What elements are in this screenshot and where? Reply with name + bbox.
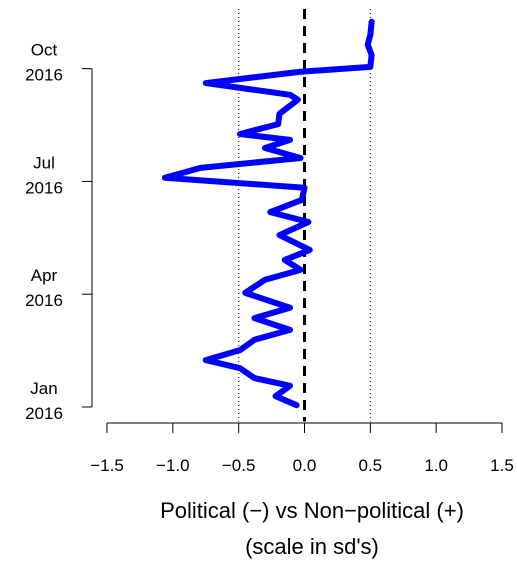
y-tick-label: Apr 2016 xyxy=(25,266,63,310)
y-tick-label: Jul 2016 xyxy=(25,153,63,197)
x-tick-label: −0.5 xyxy=(222,456,256,475)
x-axis-label: Political (−) vs Non−political (+) xyxy=(160,498,464,523)
x-tick-label: −1.0 xyxy=(156,456,190,475)
data-line xyxy=(161,18,375,409)
x-tick-label: −1.5 xyxy=(90,456,124,475)
x-tick-label: 0.5 xyxy=(359,456,383,475)
x-tick-label: 1.0 xyxy=(424,456,448,475)
x-tick-label: 0.0 xyxy=(293,456,317,475)
x-axis-label: (scale in sd's) xyxy=(245,534,379,559)
y-tick-label: Oct 2016 xyxy=(25,41,63,85)
x-tick-label: 1.5 xyxy=(490,456,514,475)
y-tick-label: Jan 2016 xyxy=(25,379,63,423)
